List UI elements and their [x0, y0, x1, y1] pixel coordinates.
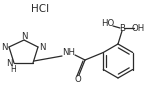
Text: N: N	[1, 43, 8, 52]
Text: NH: NH	[62, 48, 76, 57]
Text: HCl: HCl	[31, 4, 49, 14]
Text: N: N	[39, 43, 46, 52]
Text: O: O	[75, 76, 81, 85]
Text: HO: HO	[101, 19, 115, 28]
Text: H: H	[10, 65, 16, 74]
Text: B: B	[119, 24, 125, 32]
Text: N: N	[6, 60, 13, 69]
Text: OH: OH	[131, 24, 145, 32]
Text: N: N	[21, 32, 27, 40]
